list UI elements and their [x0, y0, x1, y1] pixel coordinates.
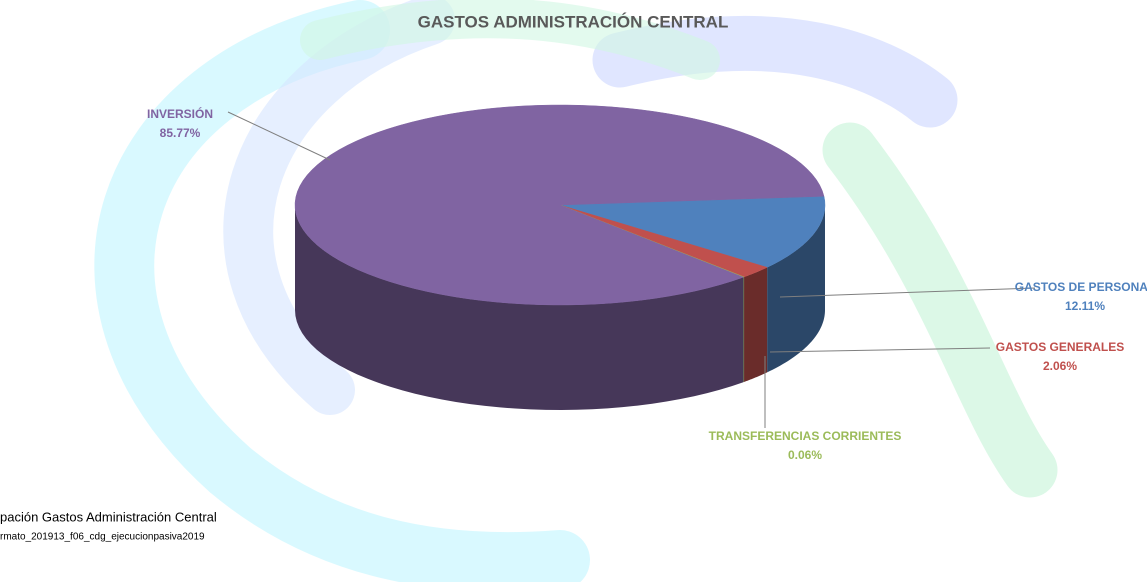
- footnote-source: rmato_201913_f06_cdg_ejecucionpasiva2019: [0, 532, 205, 543]
- leader-line: [769, 347, 991, 353]
- data-label-name: INVERSIÓN: [147, 106, 213, 121]
- background-swirl: [94, 0, 1058, 582]
- slice: [559, 196, 826, 268]
- data-label-value: 0.06%: [788, 448, 822, 462]
- slice-side: [743, 276, 745, 383]
- data-label-value: 85.77%: [160, 126, 201, 140]
- data-label-name: GASTOS DE PERSONAL: [1015, 280, 1147, 294]
- data-label-value: 2.06%: [1043, 359, 1077, 373]
- slice: [294, 104, 825, 306]
- slice-side: [295, 205, 744, 410]
- footnote: pación Gastos Administración Central: [0, 509, 217, 524]
- data-label-value: 12.11%: [1065, 299, 1105, 313]
- slice-side: [767, 205, 825, 373]
- chart-title: GASTOS ADMINISTRACIÓN CENTRAL: [418, 12, 729, 31]
- leader-line: [227, 111, 331, 161]
- data-label-name: TRANSFERENCIAS CORRIENTES: [709, 429, 902, 443]
- slice-side: [744, 267, 768, 382]
- leader-line: [779, 287, 1036, 298]
- data-label-name: GASTOS GENERALES: [996, 340, 1124, 354]
